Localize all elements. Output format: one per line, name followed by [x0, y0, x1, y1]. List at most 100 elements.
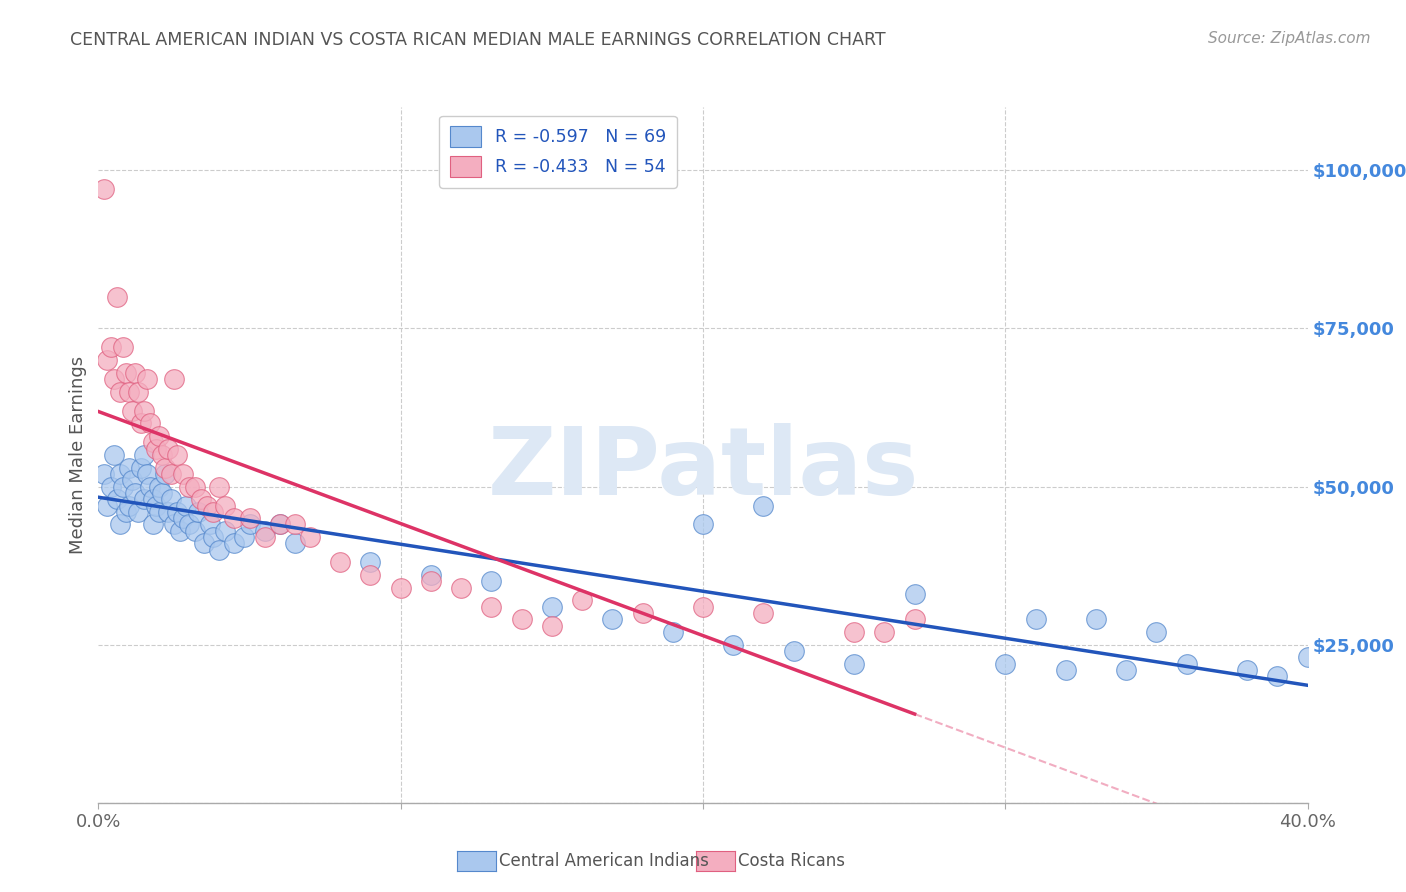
Point — [150, 448, 173, 462]
Point — [269, 517, 291, 532]
Point — [190, 492, 212, 507]
Point — [103, 372, 125, 386]
Point — [904, 587, 927, 601]
Point — [284, 536, 307, 550]
Point — [571, 593, 593, 607]
Point — [202, 505, 225, 519]
Point — [103, 448, 125, 462]
Point — [153, 467, 176, 481]
Point — [142, 435, 165, 450]
Point — [299, 530, 322, 544]
Point — [232, 530, 254, 544]
Point — [214, 524, 236, 538]
Point — [105, 290, 128, 304]
Point — [510, 612, 533, 626]
Point — [631, 606, 654, 620]
Point — [153, 460, 176, 475]
Point — [783, 644, 806, 658]
Text: ZIPatlas: ZIPatlas — [488, 423, 918, 515]
Point — [127, 505, 149, 519]
Point — [1115, 663, 1137, 677]
Point — [118, 460, 141, 475]
Point — [1144, 625, 1167, 640]
Point — [142, 492, 165, 507]
Point — [329, 556, 352, 570]
Point — [163, 517, 186, 532]
Point — [214, 499, 236, 513]
Point — [160, 467, 183, 481]
Point — [540, 599, 562, 614]
Text: Source: ZipAtlas.com: Source: ZipAtlas.com — [1208, 31, 1371, 46]
Point — [121, 403, 143, 417]
Point — [224, 511, 246, 525]
Text: Costa Ricans: Costa Ricans — [738, 852, 845, 870]
Point — [142, 517, 165, 532]
Point — [662, 625, 685, 640]
Point — [692, 599, 714, 614]
Point — [1175, 657, 1198, 671]
Point — [100, 479, 122, 493]
Point — [692, 517, 714, 532]
Point — [208, 479, 231, 493]
Point — [148, 429, 170, 443]
Point — [93, 467, 115, 481]
Point — [132, 492, 155, 507]
Point — [253, 524, 276, 538]
Point — [360, 568, 382, 582]
Point — [139, 417, 162, 431]
Point — [540, 618, 562, 632]
Point — [253, 530, 276, 544]
Point — [135, 467, 157, 481]
Point — [360, 556, 382, 570]
Point — [844, 625, 866, 640]
Point — [118, 499, 141, 513]
Point — [166, 448, 188, 462]
Point — [163, 372, 186, 386]
Point — [132, 448, 155, 462]
Point — [193, 536, 215, 550]
Point — [184, 524, 207, 538]
Point — [93, 182, 115, 196]
Point — [108, 384, 131, 399]
Point — [195, 499, 218, 513]
Point — [224, 536, 246, 550]
Point — [208, 542, 231, 557]
Point — [166, 505, 188, 519]
Text: Central American Indians: Central American Indians — [499, 852, 709, 870]
Point — [481, 599, 503, 614]
Point — [202, 530, 225, 544]
Point — [118, 384, 141, 399]
Point — [752, 499, 775, 513]
Point — [96, 353, 118, 368]
Point — [100, 340, 122, 354]
Point — [450, 581, 472, 595]
Point — [139, 479, 162, 493]
Point — [148, 479, 170, 493]
Point — [420, 568, 443, 582]
Point — [111, 479, 134, 493]
Point — [723, 638, 745, 652]
Point — [844, 657, 866, 671]
Point — [752, 606, 775, 620]
Point — [145, 442, 167, 456]
Point — [129, 417, 152, 431]
Point — [873, 625, 896, 640]
Point — [179, 517, 201, 532]
Point — [96, 499, 118, 513]
Point — [156, 505, 179, 519]
Point — [111, 340, 134, 354]
Point — [389, 581, 412, 595]
Point — [174, 499, 197, 513]
Point — [108, 517, 131, 532]
Point — [124, 486, 146, 500]
Point — [1054, 663, 1077, 677]
Point — [420, 574, 443, 589]
Point — [172, 467, 194, 481]
Point — [994, 657, 1017, 671]
Point — [172, 511, 194, 525]
Point — [1236, 663, 1258, 677]
Point — [1085, 612, 1108, 626]
Point — [904, 612, 927, 626]
Point — [105, 492, 128, 507]
Point — [145, 499, 167, 513]
